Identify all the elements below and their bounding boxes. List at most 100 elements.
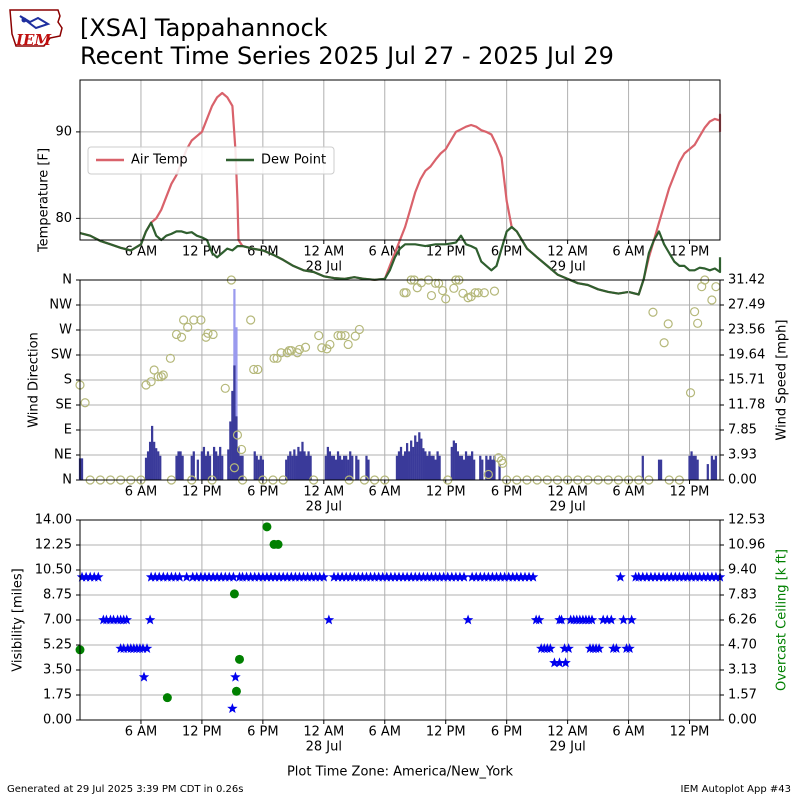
legend-label-dew-point: Dew Point bbox=[261, 153, 326, 168]
wind-speed-tick-label: 27.49 bbox=[728, 298, 765, 313]
visibility-point bbox=[466, 571, 478, 582]
visibility-point bbox=[515, 571, 527, 582]
ceiling-y2-tick-label: 7.83 bbox=[728, 588, 757, 603]
visibility-point bbox=[84, 571, 96, 582]
wind-speed-bar bbox=[227, 449, 230, 480]
wind-direction-point bbox=[648, 307, 658, 317]
ceiling-y2-tick-label: 3.13 bbox=[728, 663, 757, 678]
wind-speed-bar bbox=[202, 446, 206, 480]
visibility-point bbox=[385, 571, 397, 582]
ceiling-y2-tick-label: 10.96 bbox=[728, 538, 765, 553]
wind-speed-bar bbox=[215, 451, 218, 480]
visibility-point bbox=[121, 614, 132, 625]
wind-direction-point bbox=[449, 283, 459, 293]
wind-speed-bar bbox=[299, 451, 302, 480]
vis-y-tick-label: 14.00 bbox=[35, 513, 72, 528]
visibility-point bbox=[230, 671, 241, 682]
visibility-point bbox=[414, 571, 425, 582]
wind-speed-bar bbox=[347, 459, 350, 480]
wind-speed-bar bbox=[481, 459, 484, 480]
visibility-point bbox=[93, 571, 104, 582]
wind-direction-point bbox=[253, 364, 263, 375]
wind-x-date-label: 28 Jul bbox=[306, 500, 342, 515]
wind-speed-bar bbox=[466, 455, 470, 480]
wind-speed-bar bbox=[229, 421, 232, 480]
visibility-point bbox=[249, 571, 260, 582]
vis-x-tick-label: 12 PM bbox=[670, 725, 710, 740]
wind-speed-bar bbox=[190, 455, 193, 480]
wind-direction-point bbox=[158, 370, 168, 380]
wind-direction-point bbox=[354, 324, 364, 335]
wind-speed-bar bbox=[432, 455, 435, 480]
visibility-point bbox=[241, 571, 252, 582]
visibility-point bbox=[611, 643, 622, 653]
footer-app: IEM Autoplot App #43 bbox=[680, 784, 791, 795]
wind-direction-point bbox=[441, 294, 451, 304]
visibility-point bbox=[261, 571, 273, 582]
wind-direction-point bbox=[690, 307, 700, 317]
wind-speed-bar bbox=[410, 440, 413, 480]
visibility-point bbox=[144, 614, 156, 625]
wind-speed-bar bbox=[328, 451, 332, 480]
ceiling-y2-tick-label: 12.53 bbox=[728, 513, 765, 528]
wind-speed-bar bbox=[151, 425, 154, 480]
visibility-point bbox=[533, 614, 545, 625]
wind-speed-bar bbox=[231, 390, 234, 480]
visibility-point bbox=[361, 571, 372, 582]
wind-speed-bar bbox=[696, 459, 699, 480]
visibility-point bbox=[499, 571, 510, 582]
visibility-point bbox=[674, 571, 685, 582]
temp-y-tick-label: 80 bbox=[55, 211, 72, 226]
wind-speed-bar bbox=[253, 451, 256, 480]
visibility-point bbox=[694, 571, 705, 582]
visibility-point bbox=[228, 571, 239, 582]
temp-x-tick-label: 12 AM bbox=[303, 245, 344, 260]
wind-x-date-label: 29 Jul bbox=[549, 500, 585, 515]
wind-direction-axis-label: Wind Direction bbox=[27, 332, 42, 428]
vis-y-tick-label: 10.50 bbox=[35, 563, 72, 578]
wind-x-tick-label: 6 AM bbox=[369, 485, 402, 500]
visibility-point bbox=[89, 571, 100, 582]
visibility-point bbox=[224, 571, 235, 582]
wind-direction-point bbox=[276, 348, 286, 358]
wind-direction-tick-label: S bbox=[64, 373, 72, 388]
visibility-point bbox=[487, 571, 498, 582]
wind-direction-point bbox=[314, 330, 324, 341]
visibility-point bbox=[442, 571, 453, 582]
wind-speed-bar bbox=[397, 451, 401, 480]
vis-y-tick-label: 3.50 bbox=[43, 663, 72, 678]
visibility-point bbox=[174, 571, 185, 582]
visibility-point bbox=[203, 571, 215, 582]
wind-speed-bar bbox=[485, 455, 488, 480]
wind-x-tick-label: 12 PM bbox=[182, 485, 222, 500]
wind-speed-bar bbox=[498, 464, 501, 480]
visibility-point bbox=[523, 571, 535, 582]
wind-speed-bar bbox=[473, 459, 476, 480]
wind-speed-bar bbox=[714, 455, 718, 480]
wind-speed-bar bbox=[414, 435, 417, 480]
visibility-point bbox=[434, 571, 445, 582]
visibility-point bbox=[554, 657, 565, 668]
wind-speed-bar bbox=[355, 455, 358, 480]
wind-speed-tick-label: 3.93 bbox=[728, 448, 757, 463]
wind-speed-bar bbox=[287, 455, 290, 480]
wind-speed-tick-label: 15.71 bbox=[728, 373, 765, 388]
wind-speed-bar bbox=[307, 451, 310, 480]
wind-speed-bar bbox=[351, 455, 354, 480]
visibility-point bbox=[138, 671, 150, 682]
visibility-point bbox=[495, 571, 506, 582]
visibility-point bbox=[377, 571, 388, 582]
visibility-point bbox=[349, 571, 360, 582]
visibility-point bbox=[310, 571, 321, 582]
visibility-point bbox=[450, 571, 462, 582]
wind-speed-bar bbox=[422, 448, 425, 480]
visibility-point bbox=[593, 643, 605, 653]
wind-speed-bar bbox=[694, 455, 697, 480]
wind-x-tick-label: 6 AM bbox=[612, 485, 645, 500]
visibility-point bbox=[314, 571, 325, 582]
visibility-point bbox=[563, 643, 574, 653]
wind-speed-bar bbox=[289, 451, 292, 480]
ceiling-point bbox=[273, 539, 283, 549]
wind-speed-bar bbox=[367, 459, 370, 480]
